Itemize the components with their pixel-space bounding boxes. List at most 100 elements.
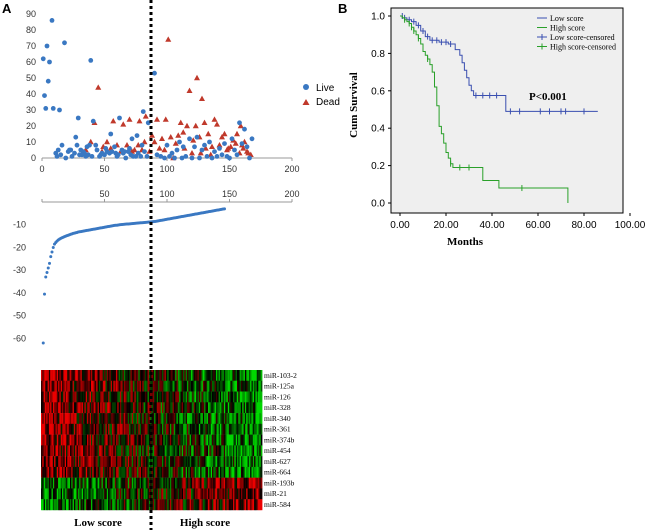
heatmap-cell <box>212 370 214 381</box>
heatmap-cell <box>190 370 193 381</box>
heatmap-cell <box>138 488 141 500</box>
heatmap-cell <box>146 413 148 425</box>
heatmap-cell <box>167 456 170 468</box>
heatmap-cell <box>254 370 256 381</box>
heatmap-cell <box>51 499 54 511</box>
heatmap-cell <box>106 370 109 381</box>
heatmap-cell <box>154 370 156 381</box>
heatmap-cell <box>51 488 54 500</box>
heatmap-cell <box>109 423 112 435</box>
heatmap-cell <box>210 434 213 446</box>
heatmap-cell <box>234 434 237 446</box>
heatmap-cell <box>83 391 85 403</box>
heatmap-cell <box>244 445 247 457</box>
heatmap-cell <box>173 370 176 381</box>
heatmap-cell <box>47 477 50 489</box>
heatmap-cell <box>239 423 242 435</box>
heatmap-cell <box>254 456 256 468</box>
heatmap-cell <box>254 423 256 435</box>
heatmap-cell <box>243 370 246 381</box>
heatmap-cell <box>168 370 171 381</box>
km-legend-label: High score <box>550 24 585 33</box>
heatmap-cell <box>96 488 98 500</box>
heatmap-cell <box>204 477 206 489</box>
heatmap-cell <box>239 434 242 446</box>
heatmap-cell <box>92 423 95 435</box>
heatmap-cell <box>119 402 122 414</box>
heatmap-cell <box>80 434 83 446</box>
heatmap-cell <box>188 477 191 489</box>
heatmap-cell <box>69 477 72 489</box>
heatmap-cell <box>90 456 93 468</box>
heatmap-cell <box>105 445 108 457</box>
heatmap-cell <box>71 434 73 446</box>
heatmap-cell <box>63 413 66 425</box>
heatmap-cell <box>238 402 241 414</box>
heatmap-cell <box>214 477 217 489</box>
heatmap-cell <box>133 488 135 500</box>
heatmap-cell <box>101 466 104 478</box>
heatmap-cell <box>156 456 159 468</box>
heatmap-cell <box>84 477 87 489</box>
heatmap-cell <box>214 402 217 414</box>
heatmap-cell <box>88 391 91 403</box>
heatmap-cell <box>43 402 46 414</box>
heatmap-cell <box>122 488 125 500</box>
risk-score-point <box>43 292 46 296</box>
heatmap-cell <box>154 456 156 468</box>
heatmap-cell <box>172 456 175 468</box>
legend-live-marker <box>303 84 309 90</box>
heatmap-cell <box>172 402 175 414</box>
heatmap-cell <box>118 413 121 425</box>
heatmap-cell <box>104 402 106 414</box>
heatmap-cell <box>123 380 126 392</box>
live-point <box>179 155 185 161</box>
heatmap-cell <box>77 413 80 425</box>
heatmap-cell <box>44 477 47 489</box>
heatmap-cell <box>167 370 170 381</box>
heatmap-cell <box>47 380 50 392</box>
heatmap-cell <box>84 456 87 468</box>
heatmap-cell <box>119 413 122 425</box>
live-point <box>194 134 200 140</box>
heatmap-cell <box>173 413 176 425</box>
heatmap-cell <box>64 445 67 457</box>
heatmap-cell <box>219 423 222 435</box>
heatmap-cell <box>250 402 252 414</box>
heatmap-cell <box>54 370 56 381</box>
heatmap-cell <box>165 499 168 511</box>
heatmap-cell <box>68 413 71 425</box>
heatmap-cell <box>105 456 108 468</box>
heatmap-cell <box>122 477 125 489</box>
heatmap-cell <box>77 477 80 489</box>
heatmap-cell <box>129 434 131 446</box>
live-point <box>94 147 100 153</box>
heatmap-cell <box>63 477 66 489</box>
heatmap-cell <box>62 445 64 457</box>
heatmap-cell <box>172 434 175 446</box>
heatmap-cell <box>129 370 131 381</box>
heatmap-cell <box>179 380 181 392</box>
heatmap-cell <box>214 391 217 403</box>
heatmap-cell <box>81 499 84 511</box>
heatmap-cell <box>247 402 250 414</box>
risk-score-point <box>45 271 49 274</box>
heatmap-cell <box>256 456 259 468</box>
heatmap-cell <box>68 488 71 500</box>
top-x-tick-label: 50 <box>99 164 109 174</box>
heatmap-cell <box>137 445 139 457</box>
heatmap-cell <box>252 488 255 500</box>
heatmap-cell <box>104 499 106 511</box>
heatmap-cell <box>69 370 72 381</box>
heatmap-cell <box>198 499 201 511</box>
heatmap-cell <box>135 380 138 392</box>
heatmap-cell <box>260 499 263 511</box>
heatmap-cell <box>218 456 221 468</box>
heatmap-cell <box>168 488 171 500</box>
heatmap-cell <box>135 456 138 468</box>
heatmap-cell <box>205 423 208 435</box>
heatmap-cell <box>75 488 77 500</box>
heatmap-cell <box>126 477 129 489</box>
heatmap-cell <box>167 391 170 403</box>
heatmap-cell <box>137 391 139 403</box>
